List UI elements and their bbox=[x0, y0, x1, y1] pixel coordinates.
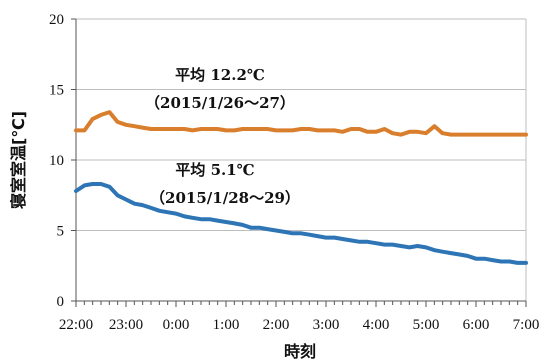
annotation-blue-line2: （2015/1/28～29） bbox=[150, 189, 300, 207]
x-tick-label: 4:00 bbox=[363, 317, 390, 333]
x-tick-label: 0:00 bbox=[163, 317, 190, 333]
annotation-blue-line1: 平均 5.1℃ bbox=[175, 161, 254, 179]
x-tick-label: 22:00 bbox=[59, 317, 93, 333]
y-axis-title: 寝室室温[℃] bbox=[9, 111, 28, 209]
y-tick-label: 5 bbox=[57, 224, 65, 240]
annotation-orange-line1: 平均 12.2℃ bbox=[175, 66, 265, 84]
y-tick-labels: 0 5 10 15 20 bbox=[49, 12, 64, 310]
annotation-orange-line2: （2015/1/26～27） bbox=[145, 94, 295, 112]
x-tick-label: 7:00 bbox=[513, 317, 540, 333]
y-tick-label: 10 bbox=[49, 153, 64, 169]
x-tick-label: 2:00 bbox=[263, 317, 290, 333]
y-tick-label: 0 bbox=[57, 294, 65, 310]
x-axis-title: 時刻 bbox=[284, 342, 316, 360]
data-series bbox=[74, 110, 528, 265]
x-tick-label: 6:00 bbox=[463, 317, 490, 333]
x-tick-label: 1:00 bbox=[213, 317, 240, 333]
y-tick-label: 15 bbox=[49, 83, 64, 99]
series-line-1 bbox=[74, 110, 528, 137]
y-tick-label: 20 bbox=[49, 12, 64, 28]
x-tick-label: 3:00 bbox=[313, 317, 340, 333]
x-tick-label: 23:00 bbox=[109, 317, 143, 333]
x-tick-label: 5:00 bbox=[413, 317, 440, 333]
grid-lines bbox=[71, 18, 527, 307]
x-tick-labels: 22:00 23:00 0:00 1:00 2:00 3:00 4:00 5:00 6:00 7:… bbox=[59, 317, 539, 333]
series-line-2 bbox=[74, 182, 528, 265]
